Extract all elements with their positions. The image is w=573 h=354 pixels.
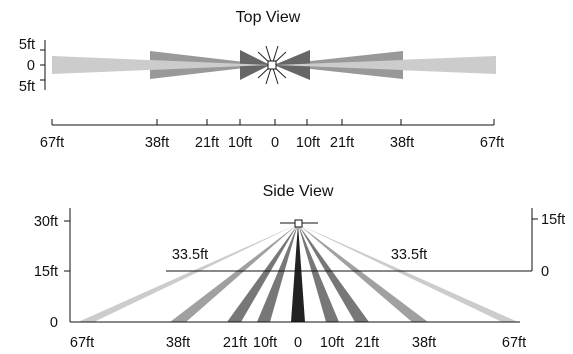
side-left-y-label-30ft: 30ft: [34, 214, 58, 230]
side-x-label: 10ft: [320, 335, 344, 351]
side-beam-mid-left: [170, 224, 298, 322]
side-beam-21-right: [298, 224, 369, 322]
side-beam-far-right: [298, 224, 518, 322]
top-x-ticks: [51, 119, 495, 125]
side-x-label: 67ft: [70, 335, 94, 351]
top-view: Top View 5ft 0 5ft: [19, 9, 504, 151]
side-x-label: 21ft: [355, 335, 379, 351]
top-x-label: 21ft: [195, 135, 219, 151]
top-x-label: 38ft: [145, 135, 169, 151]
side-view-title: Side View: [263, 183, 334, 200]
side-height-label-right: 33.5ft: [391, 247, 427, 263]
side-beam-center: [291, 224, 305, 322]
top-x-label: 38ft: [390, 135, 414, 151]
side-beam-10-left: [257, 224, 298, 322]
side-x-label: 10ft: [253, 335, 277, 351]
side-x-label: 38ft: [412, 335, 436, 351]
side-right-y-label-15ft: 15ft: [541, 212, 565, 228]
side-x-label: 38ft: [166, 335, 190, 351]
top-x-label: 21ft: [330, 135, 354, 151]
side-beam-mid-right: [298, 224, 428, 322]
side-x-label: 21ft: [223, 335, 247, 351]
side-beam-10-right: [298, 224, 339, 322]
top-x-label: 10ft: [296, 135, 320, 151]
top-view-title: Top View: [236, 9, 301, 26]
top-center-band-left: [150, 60, 270, 70]
top-x-label: 67ft: [480, 135, 504, 151]
side-x-label: 0: [294, 335, 302, 351]
side-left-y-label-15ft: 15ft: [34, 264, 58, 280]
side-beam-21-left: [227, 224, 298, 322]
side-height-label-left: 33.5ft: [172, 247, 208, 263]
top-center-band-right: [274, 60, 403, 70]
top-y-label-5ft-top: 5ft: [19, 37, 35, 53]
top-y-label-5ft-bottom: 5ft: [19, 79, 35, 95]
side-sensor-icon: [294, 219, 303, 228]
side-view: Side View 33.5ft 33.5ft 30ft 15ft 0 15ft…: [34, 183, 565, 351]
side-beam-far-left: [78, 224, 298, 322]
side-x-label: 67ft: [502, 335, 526, 351]
side-left-y-label-0: 0: [50, 315, 58, 331]
top-x-label: 0: [271, 135, 279, 151]
top-y-label-0: 0: [27, 58, 35, 74]
side-right-y-label-0: 0: [541, 264, 549, 280]
top-sensor-icon: [267, 60, 277, 70]
top-x-label: 10ft: [228, 135, 252, 151]
top-x-label: 67ft: [40, 135, 64, 151]
